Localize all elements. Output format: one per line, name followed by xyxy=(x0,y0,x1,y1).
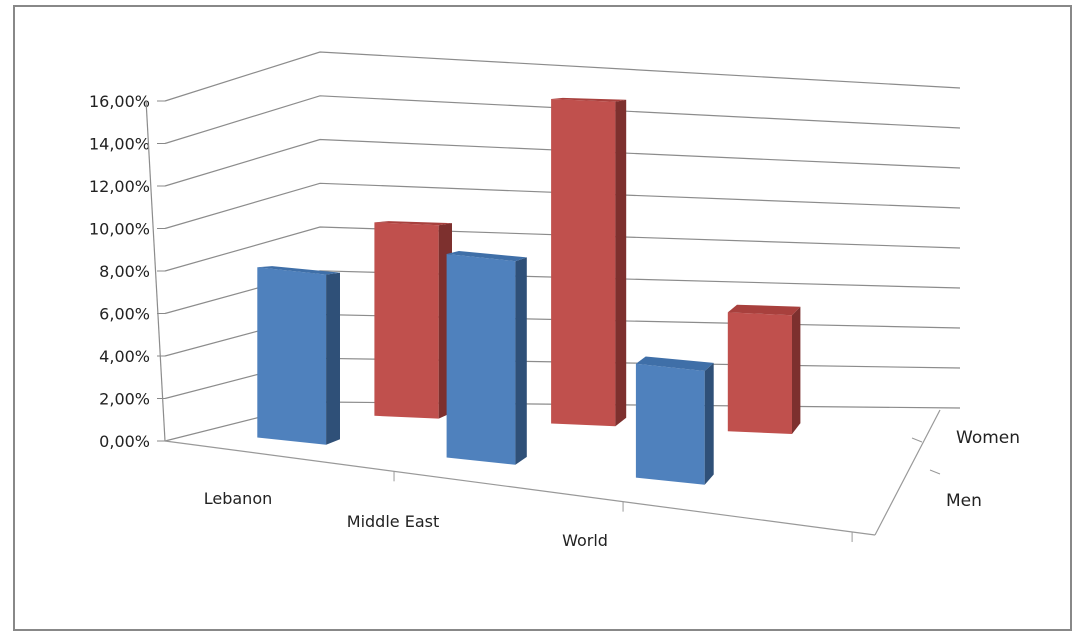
bar-side xyxy=(515,257,527,465)
y-tick-label: 4,00% xyxy=(99,347,150,366)
gridline xyxy=(164,182,961,230)
y-tick-label: 0,00% xyxy=(99,432,150,451)
gridline xyxy=(164,95,961,145)
bar-top xyxy=(446,251,527,262)
y-tick-label: 8,00% xyxy=(99,262,150,281)
x-tick-label: Middle East xyxy=(347,512,439,531)
bar-front xyxy=(446,254,516,465)
bar-front xyxy=(374,222,439,419)
bar-front xyxy=(551,99,616,427)
y-tick-label: 12,00% xyxy=(89,177,150,196)
bar-top xyxy=(257,266,340,275)
depth-axis-line xyxy=(874,409,941,536)
chart-border xyxy=(13,5,1072,631)
series-axis-label: Men xyxy=(946,491,982,511)
x-tick-label: World xyxy=(562,531,608,550)
depth-tick-mark xyxy=(911,437,923,443)
gridline xyxy=(164,226,961,272)
bar-side xyxy=(704,362,714,485)
bar-side xyxy=(326,272,340,445)
bar-top xyxy=(635,356,714,371)
bar-top xyxy=(551,97,627,102)
bar-top xyxy=(727,304,801,316)
y-tick-label: 10,00% xyxy=(89,220,150,239)
bar-side xyxy=(792,306,801,434)
x-tick-label: Lebanon xyxy=(204,489,273,508)
bar-front xyxy=(257,267,327,445)
depth-tick-mark xyxy=(929,469,941,475)
gridline xyxy=(164,51,961,102)
bar-front xyxy=(727,312,792,434)
bar-side xyxy=(615,99,627,427)
series-axis-label: Women xyxy=(956,428,1020,448)
y-axis-line xyxy=(145,99,166,442)
plot-area: 0,00% 2,00% 4,00% 6,00% 8,00% 10,00% 12,00% 14,… xyxy=(89,51,1020,550)
x-axis-line xyxy=(164,440,876,536)
y-tick-label: 14,00% xyxy=(89,135,150,154)
bar-front xyxy=(635,363,705,485)
y-tick-label: 16,00% xyxy=(89,92,150,111)
bar-top xyxy=(374,221,452,226)
y-tick-label: 6,00% xyxy=(99,305,150,324)
y-tick-label: 2,00% xyxy=(99,390,150,409)
gridline xyxy=(164,138,961,187)
